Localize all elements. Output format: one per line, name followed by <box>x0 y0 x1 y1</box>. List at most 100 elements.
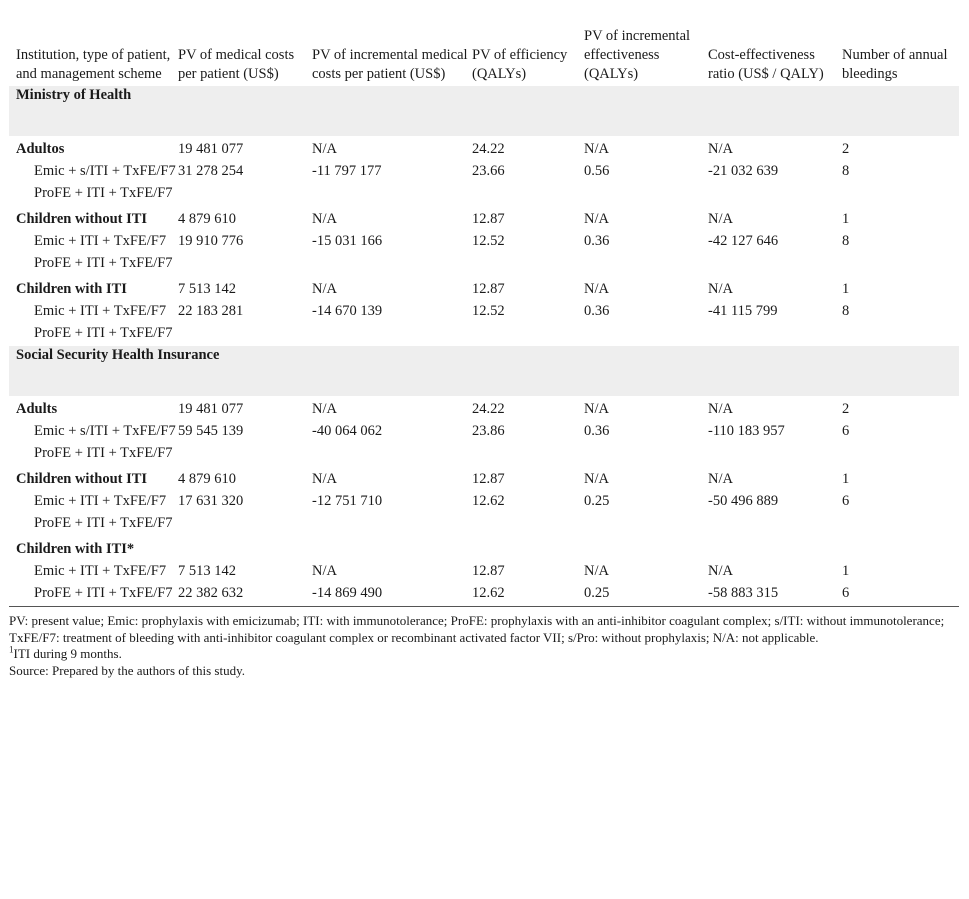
scheme-label: Emic + ITI + TxFE/F7 <box>34 233 167 249</box>
group-value-cell: N/A <box>584 401 609 417</box>
section-header-row: Ministry of Health <box>9 86 959 124</box>
group-value-cell: 2 <box>842 401 850 417</box>
table-row: Emic + ITI + TxFE/F7 19 910 776 -15 031 16… <box>9 229 959 251</box>
table-row: ProFE + ITI + TxFE/F7 <box>9 511 959 536</box>
header-pv-incremental-effectiveness: PV of incremental effectiveness (QALYs) <box>584 28 691 82</box>
value-cell: 1 <box>842 563 850 579</box>
value-cell <box>178 511 312 536</box>
value-cell <box>842 441 959 466</box>
group-value-cell: 4 879 610 <box>178 471 236 487</box>
value-cell: 0.36 <box>584 233 610 249</box>
group-value-cell: N/A <box>708 401 733 417</box>
group-label: Adults <box>16 401 58 417</box>
value-cell: 6 <box>842 493 850 509</box>
group-value-cell: N/A <box>584 281 609 297</box>
value-cell <box>708 511 842 536</box>
table-row: ProFE + ITI + TxFE/F7 <box>9 251 959 276</box>
group-value-cell: N/A <box>708 281 733 297</box>
group-row: Children with ITI* <box>9 536 959 559</box>
scheme-label: Emic + ITI + TxFE/F7 <box>34 493 167 509</box>
cost-effectiveness-table: Institution, type of patient, and manage… <box>9 0 959 606</box>
group-value-cell: N/A <box>708 141 733 157</box>
value-cell <box>312 181 472 206</box>
value-cell <box>312 321 472 346</box>
value-cell: 17 631 320 <box>178 493 244 509</box>
table-row: Emic + ITI + TxFE/F7 17 631 320 -12 751 71… <box>9 489 959 511</box>
value-cell: 12.52 <box>472 303 505 319</box>
header-institution: Institution, type of patient, and manage… <box>16 47 171 82</box>
value-cell: -12 751 710 <box>312 493 383 509</box>
group-value-cell: 1 <box>842 211 850 227</box>
group-value-cell: N/A <box>312 401 337 417</box>
value-cell: -15 031 166 <box>312 233 383 249</box>
abbreviations-note: PV: present value; Emic: prophylaxis wit… <box>9 613 945 645</box>
value-cell <box>708 251 842 276</box>
group-label: Children without ITI <box>16 471 148 487</box>
table-row: Emic + s/ITI + TxFE/F7 59 545 139 -40 064 … <box>9 419 959 441</box>
group-value-cell: 12.87 <box>472 211 505 227</box>
group-label: Children without ITI <box>16 211 148 227</box>
value-cell <box>312 511 472 536</box>
group-value-cell: 24.22 <box>472 401 505 417</box>
value-cell: 31 278 254 <box>178 163 244 179</box>
group-value-cell <box>708 536 842 559</box>
group-row: Children without ITI 4 879 610 N/A 12.87 N/A… <box>9 206 959 229</box>
value-cell <box>312 441 472 466</box>
group-row: Children with ITI 7 513 142 N/A 12.87 N/A N/A… <box>9 276 959 299</box>
group-row: Adults 19 481 077 N/A 24.22 N/A N/A 2 <box>9 396 959 419</box>
value-cell <box>708 321 842 346</box>
group-row: Children without ITI 4 879 610 N/A 12.87 N/A… <box>9 466 959 489</box>
table-row: ProFE + ITI + TxFE/F7 22 382 632 -14 869 4… <box>9 581 959 606</box>
value-cell <box>472 441 584 466</box>
table-row: ProFE + ITI + TxFE/F7 <box>9 321 959 346</box>
group-value-cell <box>178 536 312 559</box>
value-cell <box>178 251 312 276</box>
section-spacer-row <box>9 384 959 396</box>
scheme-label: ProFE + ITI + TxFE/F7 <box>34 185 173 201</box>
value-cell: 0.36 <box>584 303 610 319</box>
section-spacer <box>9 384 959 396</box>
value-cell: 0.25 <box>584 493 610 509</box>
section-title: Social Security Health Insurance <box>9 346 959 384</box>
value-cell <box>472 511 584 536</box>
value-cell: 22 382 632 <box>178 585 244 601</box>
group-value-cell: N/A <box>312 471 337 487</box>
value-cell: -14 869 490 <box>312 585 383 601</box>
group-value-cell: 1 <box>842 471 850 487</box>
value-cell <box>312 251 472 276</box>
group-value-cell: N/A <box>312 281 337 297</box>
value-cell <box>584 321 708 346</box>
group-value-cell: N/A <box>708 471 733 487</box>
section-title: Ministry of Health <box>9 86 959 124</box>
value-cell: N/A <box>708 563 733 579</box>
group-value-cell: 24.22 <box>472 141 505 157</box>
group-value-cell <box>312 536 472 559</box>
scheme-label: Emic + s/ITI + TxFE/F7 <box>34 163 176 179</box>
scheme-label: ProFE + ITI + TxFE/F7 <box>34 325 173 341</box>
value-cell: 0.56 <box>584 163 610 179</box>
value-cell <box>584 511 708 536</box>
value-cell: 23.66 <box>472 163 505 179</box>
header-pv-incremental-costs: PV of incremental medical costs per pati… <box>312 47 468 82</box>
value-cell: 22 183 281 <box>178 303 244 319</box>
group-row: Adultos 19 481 077 N/A 24.22 N/A N/A 2 <box>9 136 959 159</box>
table-notes: PV: present value; Emic: prophylaxis wit… <box>9 613 959 679</box>
header-pv-costs: PV of medical costs per patient (US$) <box>178 47 295 82</box>
section-header-row: Social Security Health Insurance <box>9 346 959 384</box>
value-cell <box>584 251 708 276</box>
group-value-cell: 7 513 142 <box>178 281 236 297</box>
group-value-cell: N/A <box>584 471 609 487</box>
section-spacer-row <box>9 124 959 136</box>
group-value-cell: 12.87 <box>472 281 505 297</box>
table-row: Emic + ITI + TxFE/F7 7 513 142 N/A 12.87 N/A… <box>9 559 959 581</box>
group-label: Adultos <box>16 141 65 157</box>
group-value-cell: 19 481 077 <box>178 401 244 417</box>
table-body: Ministry of Health Adultos 19 481 077 N/A 24… <box>9 86 959 606</box>
header-pv-efficiency: PV of efficiency (QALYs) <box>472 47 568 82</box>
scheme-label: ProFE + ITI + TxFE/F7 <box>34 445 173 461</box>
value-cell: 6 <box>842 585 850 601</box>
scheme-label: Emic + s/ITI + TxFE/F7 <box>34 423 176 439</box>
value-cell: -40 064 062 <box>312 423 383 439</box>
value-cell: 8 <box>842 303 850 319</box>
value-cell <box>472 321 584 346</box>
